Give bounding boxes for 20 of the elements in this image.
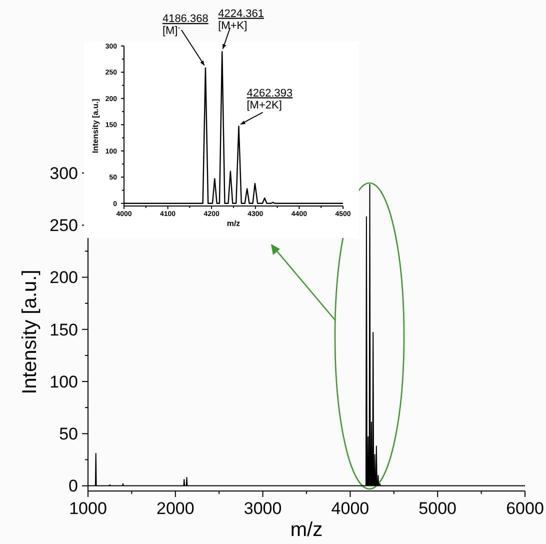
y-tick-label: 200	[50, 268, 78, 288]
x-tick-label: 6000	[506, 499, 544, 518]
x-axis-title: m/z	[290, 519, 323, 541]
y-axis-title: Intensity [a.u.]	[19, 270, 41, 394]
y-tick-label: 100	[50, 372, 78, 392]
y-axis-title: Intensity [a.u.]	[91, 98, 100, 154]
y-tick-label: 50	[59, 424, 78, 444]
x-tick-label: 3000	[244, 499, 282, 518]
x-tick-label: 2000	[156, 499, 194, 518]
x-axis-title: m/z	[226, 219, 240, 228]
x-tick-label: 4000	[331, 499, 370, 518]
x-tick-label: 1000	[69, 499, 107, 518]
x-tick-label: 5000	[418, 499, 457, 518]
annotation: 4262.393 [M+2K]	[246, 87, 293, 112]
y-tick-label: 300	[50, 164, 78, 183]
y-tick-label: 0	[68, 476, 78, 496]
annotation: 4186.368 [M]$^{-}$	[162, 13, 208, 38]
y-tick-label: 250	[50, 216, 78, 236]
annotation: 4224.361 [M+K]	[218, 8, 264, 32]
y-tick-label: 150	[50, 320, 78, 340]
